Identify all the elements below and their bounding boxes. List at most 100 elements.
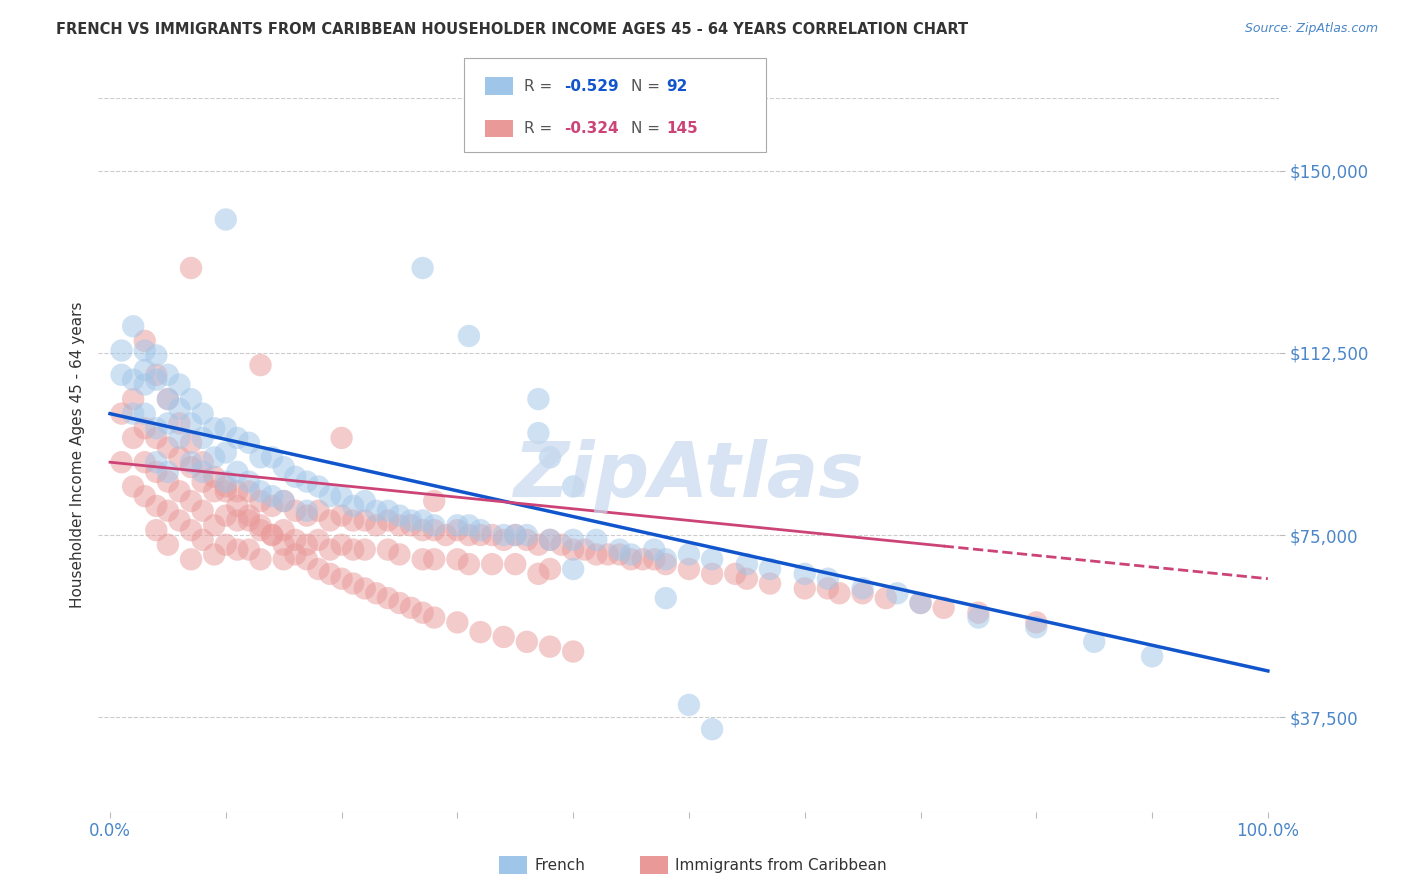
Point: [122, 407, 145, 421]
Point: [156, 417, 179, 431]
Point: [134, 377, 156, 392]
Point: [215, 479, 238, 493]
Point: [284, 469, 307, 483]
Text: French: French: [534, 858, 585, 872]
Point: [585, 548, 607, 562]
Point: [295, 475, 318, 489]
Point: [122, 392, 145, 406]
Point: [585, 533, 607, 547]
Point: [342, 513, 364, 527]
Text: ZipAtlas: ZipAtlas: [513, 440, 865, 513]
Point: [215, 421, 238, 435]
Point: [620, 548, 643, 562]
Point: [249, 494, 271, 508]
Point: [249, 552, 271, 566]
Point: [191, 504, 214, 518]
Point: [538, 533, 561, 547]
Text: Immigrants from Caribbean: Immigrants from Caribbean: [675, 858, 887, 872]
Point: [145, 499, 167, 513]
Point: [643, 542, 665, 557]
Point: [202, 421, 225, 435]
Point: [249, 358, 271, 372]
Point: [202, 450, 225, 465]
Point: [609, 542, 631, 557]
Point: [550, 538, 572, 552]
Point: [202, 548, 225, 562]
Point: [226, 542, 249, 557]
Point: [423, 523, 446, 537]
Point: [145, 431, 167, 445]
Point: [388, 596, 411, 610]
Point: [342, 499, 364, 513]
Point: [156, 538, 179, 552]
Point: [399, 518, 422, 533]
Point: [145, 523, 167, 537]
Point: [215, 484, 238, 499]
Text: R =: R =: [524, 78, 558, 94]
Point: [284, 548, 307, 562]
Point: [492, 528, 515, 542]
Point: [470, 523, 492, 537]
Point: [330, 572, 353, 586]
Point: [377, 591, 399, 606]
Y-axis label: Householder Income Ages 45 - 64 years: Householder Income Ages 45 - 64 years: [69, 301, 84, 608]
Point: [700, 552, 723, 566]
Point: [655, 591, 678, 606]
Point: [412, 606, 434, 620]
Point: [458, 518, 481, 533]
Point: [828, 586, 851, 600]
Point: [202, 484, 225, 499]
Point: [434, 528, 457, 542]
Point: [353, 542, 375, 557]
Point: [238, 435, 260, 450]
Point: [503, 528, 526, 542]
Point: [1140, 649, 1163, 664]
Point: [226, 499, 249, 513]
Point: [399, 513, 422, 527]
Point: [215, 212, 238, 227]
Point: [156, 504, 179, 518]
Point: [412, 260, 434, 275]
Point: [145, 373, 167, 387]
Point: [262, 528, 284, 542]
Point: [631, 552, 654, 566]
Point: [307, 562, 329, 576]
Point: [110, 368, 132, 382]
Text: Source: ZipAtlas.com: Source: ZipAtlas.com: [1244, 22, 1378, 36]
Point: [700, 722, 723, 736]
Point: [470, 625, 492, 640]
Point: [238, 508, 260, 523]
Point: [180, 455, 202, 469]
Point: [330, 538, 353, 552]
Point: [169, 401, 191, 416]
Point: [215, 538, 238, 552]
Point: [446, 518, 468, 533]
Point: [538, 562, 561, 576]
Point: [226, 484, 249, 499]
Point: [110, 407, 132, 421]
Point: [169, 450, 191, 465]
Point: [412, 523, 434, 537]
Point: [262, 450, 284, 465]
Point: [134, 334, 156, 348]
Point: [145, 455, 167, 469]
Point: [388, 508, 411, 523]
Point: [620, 552, 643, 566]
Point: [307, 504, 329, 518]
Point: [169, 513, 191, 527]
Point: [295, 504, 318, 518]
Point: [516, 533, 538, 547]
Point: [423, 518, 446, 533]
Point: [238, 484, 260, 499]
Point: [562, 479, 585, 493]
Point: [759, 576, 782, 591]
Text: 145: 145: [666, 121, 699, 136]
Point: [470, 528, 492, 542]
Point: [562, 644, 585, 658]
Point: [655, 557, 678, 571]
Point: [481, 528, 503, 542]
Text: -0.529: -0.529: [564, 78, 619, 94]
Point: [886, 586, 908, 600]
Point: [423, 494, 446, 508]
Point: [910, 596, 932, 610]
